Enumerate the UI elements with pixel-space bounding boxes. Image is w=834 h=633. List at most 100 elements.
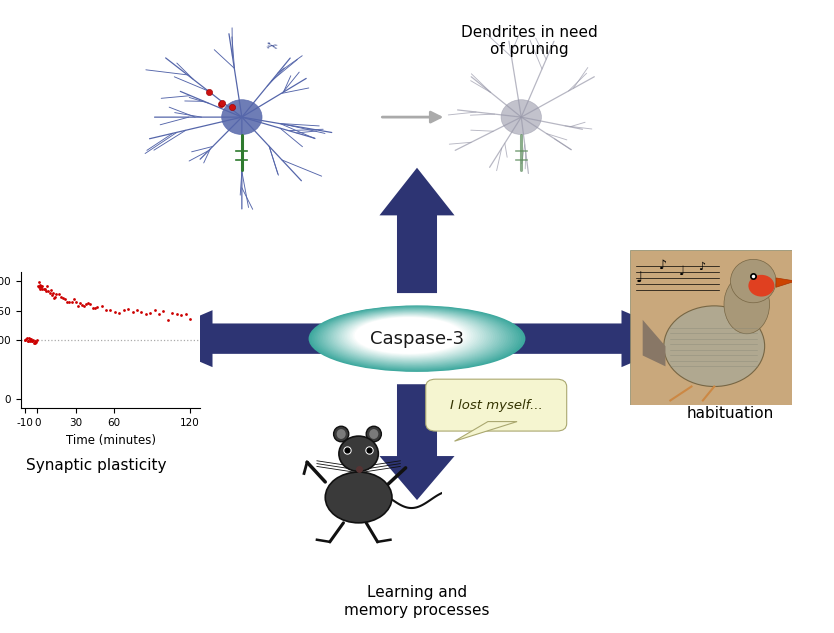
Ellipse shape <box>347 315 474 357</box>
Point <box>38 284 52 294</box>
Text: I lost myself...: I lost myself... <box>450 399 543 411</box>
Point <box>82 298 95 308</box>
Point <box>50 289 63 299</box>
Text: ♩: ♩ <box>678 265 685 278</box>
Point <box>99 305 113 315</box>
Point <box>143 308 157 318</box>
Ellipse shape <box>332 311 493 363</box>
Ellipse shape <box>366 426 381 442</box>
Ellipse shape <box>316 308 515 369</box>
Point <box>28 338 42 348</box>
Point <box>75 300 88 310</box>
Ellipse shape <box>340 313 482 360</box>
Point <box>43 289 56 299</box>
Text: ♪: ♪ <box>659 259 667 272</box>
Point <box>21 335 34 346</box>
Point <box>103 305 117 315</box>
Point <box>48 292 61 303</box>
Point <box>45 290 58 300</box>
Ellipse shape <box>369 429 379 439</box>
Point <box>30 335 43 345</box>
Point <box>113 308 126 318</box>
Point <box>47 287 60 298</box>
Point <box>32 282 45 292</box>
Text: Learning and
memory processes: Learning and memory processes <box>344 585 490 618</box>
Point <box>88 303 101 313</box>
Polygon shape <box>146 310 321 367</box>
Point <box>33 280 46 291</box>
Ellipse shape <box>724 275 770 334</box>
Ellipse shape <box>342 314 480 359</box>
Ellipse shape <box>334 312 491 362</box>
Point <box>170 309 183 319</box>
Point <box>35 284 48 294</box>
Point <box>58 294 72 304</box>
Ellipse shape <box>329 311 497 364</box>
Point <box>95 301 108 311</box>
Ellipse shape <box>349 316 470 356</box>
Point <box>32 281 45 291</box>
Point <box>157 306 170 316</box>
Point <box>78 301 91 311</box>
Point <box>61 298 74 308</box>
Ellipse shape <box>664 306 765 387</box>
Point <box>73 298 87 308</box>
Text: ✂: ✂ <box>264 40 278 55</box>
Point <box>29 337 43 347</box>
Point <box>71 301 84 311</box>
Point <box>117 304 130 315</box>
Point <box>41 281 54 291</box>
Ellipse shape <box>337 429 346 439</box>
Point <box>134 307 148 317</box>
Point <box>79 299 93 309</box>
Point <box>161 315 174 325</box>
Point <box>35 281 48 291</box>
Ellipse shape <box>325 472 392 523</box>
Point <box>65 297 78 307</box>
Ellipse shape <box>323 309 506 367</box>
Point <box>19 334 33 344</box>
Point <box>67 294 80 304</box>
Ellipse shape <box>339 436 379 472</box>
Point <box>108 308 122 318</box>
Ellipse shape <box>318 308 512 368</box>
Text: ♩: ♩ <box>636 271 643 285</box>
FancyBboxPatch shape <box>425 379 566 431</box>
Point <box>69 296 83 306</box>
X-axis label: Time (minutes): Time (minutes) <box>66 434 155 446</box>
Point <box>18 334 32 344</box>
Point <box>24 334 38 344</box>
Text: Synaptic plasticity: Synaptic plasticity <box>26 458 166 473</box>
Point <box>27 335 40 345</box>
Point <box>179 310 193 320</box>
Point <box>20 333 33 343</box>
Ellipse shape <box>501 99 541 135</box>
Ellipse shape <box>222 99 262 135</box>
Point <box>28 336 42 346</box>
Ellipse shape <box>731 260 776 303</box>
Ellipse shape <box>328 310 500 365</box>
Ellipse shape <box>312 306 521 371</box>
Ellipse shape <box>331 311 495 363</box>
Ellipse shape <box>351 316 467 355</box>
Point <box>126 307 139 317</box>
Point <box>18 335 32 346</box>
Point <box>39 285 53 296</box>
Point <box>33 280 47 291</box>
Ellipse shape <box>344 315 478 358</box>
Ellipse shape <box>345 315 476 358</box>
Ellipse shape <box>748 275 775 296</box>
Point <box>139 310 153 320</box>
Point <box>37 284 50 294</box>
Point <box>148 305 161 315</box>
Point <box>183 314 197 324</box>
Point <box>34 284 48 294</box>
Text: Dendrites in need
of pruning: Dendrites in need of pruning <box>461 25 598 58</box>
Point <box>174 310 188 320</box>
Text: Caspase-3: Caspase-3 <box>370 330 464 348</box>
Ellipse shape <box>354 317 463 354</box>
Ellipse shape <box>335 312 489 361</box>
Text: ♪: ♪ <box>698 262 705 272</box>
Point <box>54 291 68 301</box>
Point <box>23 333 36 343</box>
